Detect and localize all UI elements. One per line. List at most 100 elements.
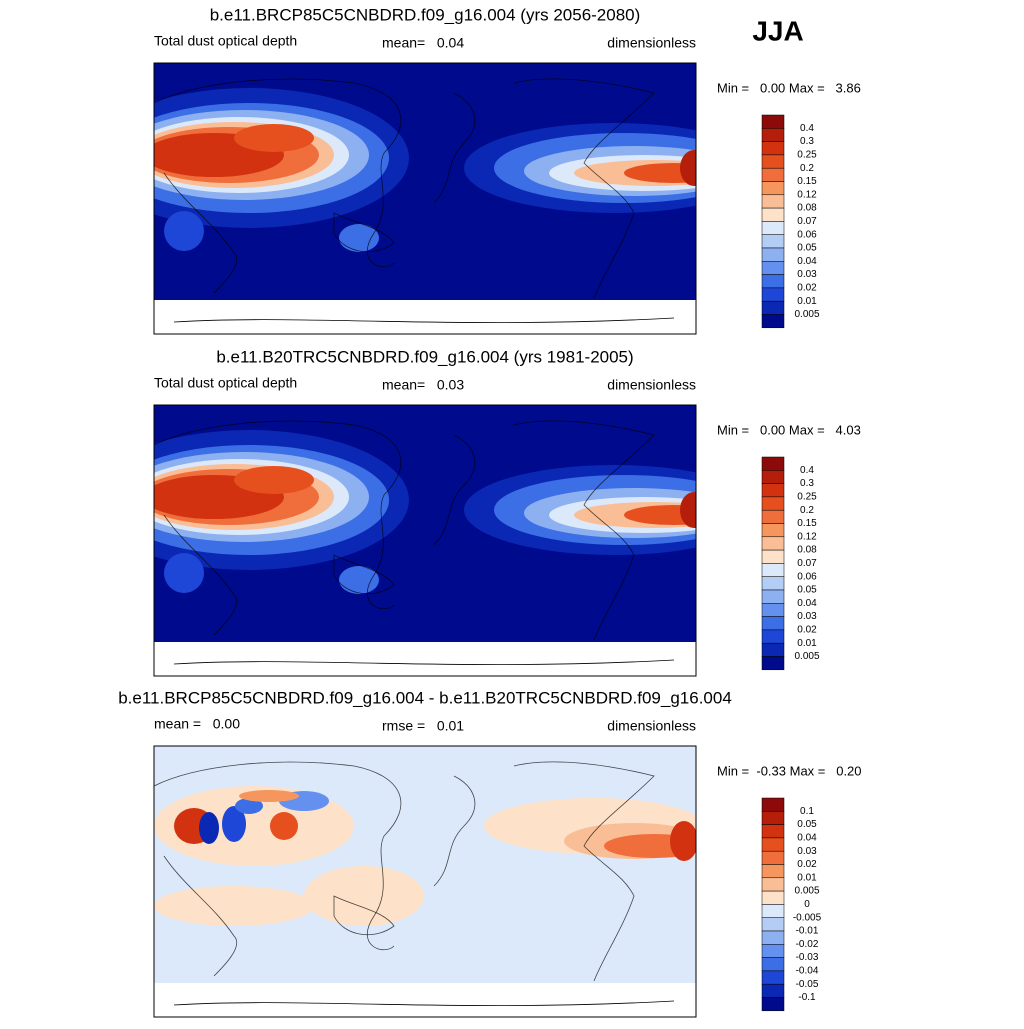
panel-title: b.e11.B20TRC5CNBDRD.f09_g16.004 (yrs 198… — [216, 347, 633, 366]
coastline — [154, 761, 402, 950]
coastline — [163, 514, 237, 636]
field-contour — [680, 150, 696, 186]
colorbar-box — [761, 221, 785, 235]
map-frame — [153, 404, 697, 677]
colorbar-label: 0.04 — [797, 256, 817, 267]
colorbar-label: 0.08 — [797, 203, 817, 214]
colorbar-label: 0.1 — [800, 806, 814, 817]
colorbar-label: -0.03 — [796, 952, 819, 963]
colorbar-label: 0.04 — [797, 833, 817, 844]
field-contour — [680, 492, 696, 528]
colorbar-label: -0.02 — [796, 939, 819, 950]
colorbar-label: 0.07 — [797, 216, 817, 227]
colorbar-label: 0.03 — [797, 611, 817, 622]
right-label: dimensionless — [607, 35, 696, 51]
field-contour — [222, 806, 246, 842]
colorbar-label: 0.4 — [800, 123, 814, 134]
antarctica-coast — [173, 659, 675, 666]
colorbar-box — [761, 589, 785, 604]
colorbar-box — [761, 549, 785, 564]
colorbar-label: 0.03 — [797, 846, 817, 857]
colorbar-box — [761, 957, 785, 972]
left-label: mean = 0.00 — [154, 716, 240, 732]
colorbar-box — [761, 154, 785, 169]
colorbar-box — [761, 864, 785, 879]
coastline — [513, 761, 655, 982]
left-label: Total dust optical depth — [154, 375, 297, 391]
colorbar-label: 0.02 — [797, 859, 817, 870]
colorbar-label: 0.15 — [797, 518, 817, 529]
colorbar-label: 0.01 — [797, 872, 817, 883]
colorbar-label: 0.04 — [797, 598, 817, 609]
colorbar-label: 0.01 — [797, 296, 817, 307]
colorbar-box — [761, 234, 785, 249]
colorbar-box — [761, 983, 785, 998]
colorbar-label: 0.005 — [794, 886, 819, 897]
map-frame — [153, 745, 697, 1018]
colorbar-label: 0.01 — [797, 638, 817, 649]
colorbar-label: 0.06 — [797, 229, 817, 240]
colorbar-box — [761, 274, 785, 289]
colorbar-box — [761, 824, 785, 839]
colorbar-label: 0.12 — [797, 189, 817, 200]
antarctica-coast — [173, 1000, 675, 1007]
colorbar-box — [761, 167, 785, 182]
right-label: dimensionless — [607, 718, 696, 734]
field-contour — [154, 886, 314, 926]
colorbar-box — [761, 287, 785, 302]
colorbar-box — [761, 629, 785, 644]
colorbar-label: 0.05 — [797, 243, 817, 254]
min-max-label: Min = -0.33 Max = 0.20 — [717, 763, 862, 778]
colorbar-label: -0.1 — [798, 992, 816, 1003]
colorbar-box — [761, 314, 785, 329]
field-contour — [199, 812, 219, 844]
map-frame — [153, 62, 697, 335]
min-max-label: Min = 0.00 Max = 4.03 — [717, 422, 861, 437]
colorbar-box — [761, 616, 785, 631]
colorbar-label: 0.3 — [800, 136, 814, 147]
colorbar-box — [761, 261, 785, 275]
field-contour — [234, 124, 314, 152]
colorbar-label: 0.05 — [797, 819, 817, 830]
field-contour — [234, 466, 314, 494]
colorbar-label: -0.04 — [796, 966, 819, 977]
colorbar-label: 0 — [804, 899, 810, 910]
colorbar-label: -0.005 — [793, 912, 822, 923]
map-field — [154, 63, 696, 300]
colorbar-box — [761, 194, 785, 209]
field-contour — [270, 812, 298, 840]
field-contour — [164, 211, 204, 251]
field-contour — [624, 505, 696, 525]
colorbar-label: 0.15 — [797, 176, 817, 187]
center-label: mean= 0.03 — [382, 377, 464, 393]
colorbar-box — [761, 114, 785, 129]
left-label: Total dust optical depth — [154, 33, 297, 49]
coastline — [333, 212, 395, 252]
colorbar-box — [761, 523, 785, 538]
colorbar-box — [761, 509, 785, 524]
colorbar-box — [761, 997, 785, 1012]
season-label: JJA — [752, 15, 803, 46]
colorbar-box — [761, 456, 785, 471]
colorbar-label: 0.05 — [797, 585, 817, 596]
colorbar-box — [761, 944, 785, 958]
colorbar-label: 0.06 — [797, 571, 817, 582]
field-contour — [235, 798, 263, 814]
colorbar-box — [761, 970, 785, 985]
map-field — [154, 405, 696, 642]
colorbar-box — [761, 141, 785, 156]
field-contour — [670, 821, 696, 861]
coastline — [333, 554, 395, 594]
center-label: rmse = 0.01 — [382, 718, 464, 734]
colorbar-box — [761, 890, 785, 905]
coastline — [154, 420, 402, 609]
colorbar-box — [761, 904, 785, 918]
colorbar-box — [761, 656, 785, 671]
colorbar-label: 0.005 — [794, 651, 819, 662]
colorbar-box — [761, 300, 785, 315]
colorbar-label: 0.2 — [800, 505, 814, 516]
colorbar-label: 0.4 — [800, 465, 814, 476]
coastline — [333, 895, 395, 935]
colorbar-label: 0.25 — [797, 492, 817, 503]
